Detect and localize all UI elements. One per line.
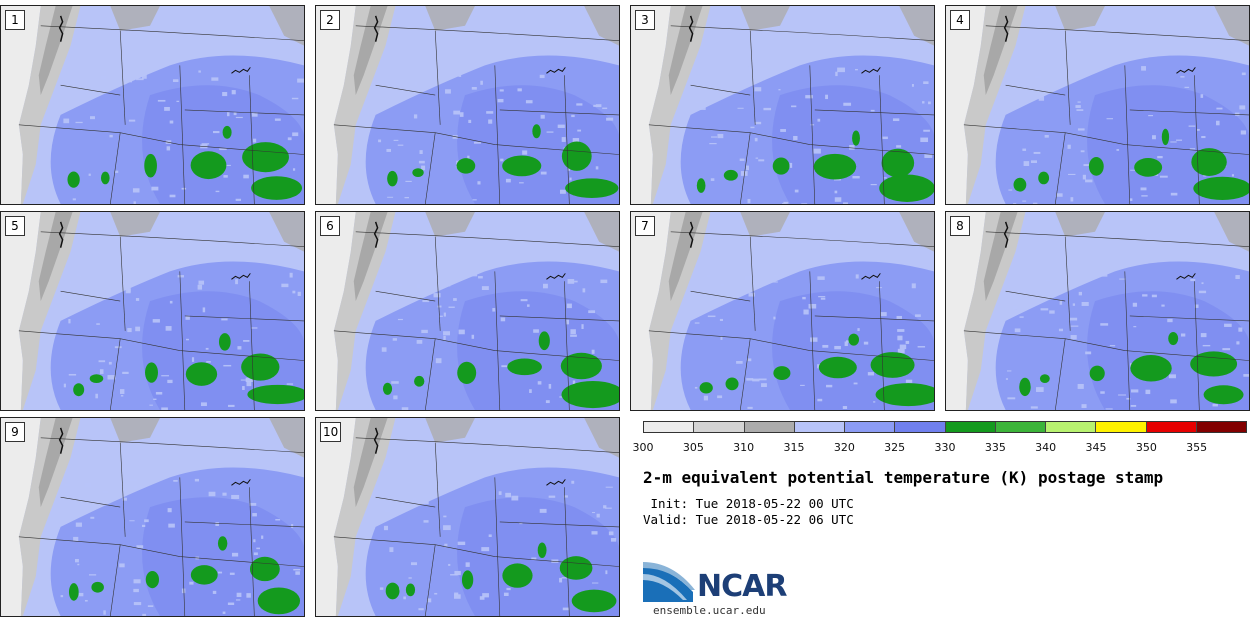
- color-swatch: [644, 422, 695, 432]
- map-field: [316, 6, 619, 204]
- tick-label: 345: [1085, 441, 1107, 454]
- color-swatch: [1046, 422, 1097, 432]
- tick-label: 320: [833, 441, 855, 454]
- logo-wordmark: NCAR: [697, 569, 787, 604]
- tick-label: 315: [783, 441, 805, 454]
- map-field: [946, 212, 1249, 410]
- ensemble-member-panel-10: 10: [315, 417, 620, 617]
- member-number: 4: [950, 10, 970, 30]
- valid-time: Valid: Tue 2018-05-22 06 UTC: [643, 512, 854, 527]
- tick-label: 305: [682, 441, 704, 454]
- map-field: [1, 212, 304, 410]
- ensemble-member-panel-6: 6: [315, 211, 620, 411]
- member-number: 2: [320, 10, 340, 30]
- color-swatch: [794, 422, 845, 432]
- ensemble-member-panel-9: 9: [0, 417, 305, 617]
- color-swatch: [694, 422, 745, 432]
- tick-label: 355: [1186, 441, 1208, 454]
- color-swatch: [845, 422, 896, 432]
- tick-label: 335: [984, 441, 1006, 454]
- tick-label: 300: [632, 441, 654, 454]
- tick-label: 350: [1135, 441, 1157, 454]
- color-swatch: [895, 422, 946, 432]
- map-field: [631, 6, 934, 204]
- color-swatch: [995, 422, 1046, 432]
- tick-label: 330: [934, 441, 956, 454]
- member-number: 3: [635, 10, 655, 30]
- init-time: Init: Tue 2018-05-22 00 UTC: [643, 496, 854, 511]
- tick-label: 340: [1035, 441, 1057, 454]
- color-swatch: [1196, 422, 1246, 432]
- ensemble-member-panel-4: 4: [945, 5, 1250, 205]
- tick-label: 325: [884, 441, 906, 454]
- color-swatch: [1146, 422, 1197, 432]
- tick-label: 310: [733, 441, 755, 454]
- member-number: 7: [635, 216, 655, 236]
- ensemble-member-panel-7: 7: [630, 211, 935, 411]
- color-scale-bar: [643, 421, 1247, 433]
- map-field: [1, 6, 304, 204]
- member-number: 1: [5, 10, 25, 30]
- ensemble-member-panel-5: 5: [0, 211, 305, 411]
- map-field: [316, 418, 619, 616]
- ensemble-member-panel-1: 1: [0, 5, 305, 205]
- ensemble-member-panel-3: 3: [630, 5, 935, 205]
- member-number: 6: [320, 216, 340, 236]
- plot-title: 2-m equivalent potential temperature (K)…: [643, 468, 1164, 487]
- color-swatch: [945, 422, 996, 432]
- ensemble-member-panel-2: 2: [315, 5, 620, 205]
- map-field: [1, 418, 304, 616]
- ncar-logo-icon: [643, 562, 695, 602]
- color-scale-ticks: 300 305 310 315 320 325 330 335 340 345 350 355: [633, 441, 1247, 455]
- map-field: [631, 212, 934, 410]
- map-field: [316, 212, 619, 410]
- map-field: [946, 6, 1249, 204]
- member-number: 10: [320, 422, 342, 442]
- color-swatch: [1096, 422, 1147, 432]
- ensemble-member-panel-8: 8: [945, 211, 1250, 411]
- member-number: 8: [950, 216, 970, 236]
- member-number: 9: [5, 422, 25, 442]
- site-url[interactable]: ensemble.ucar.edu: [653, 604, 766, 617]
- member-number: 5: [5, 216, 25, 236]
- color-swatch: [744, 422, 795, 432]
